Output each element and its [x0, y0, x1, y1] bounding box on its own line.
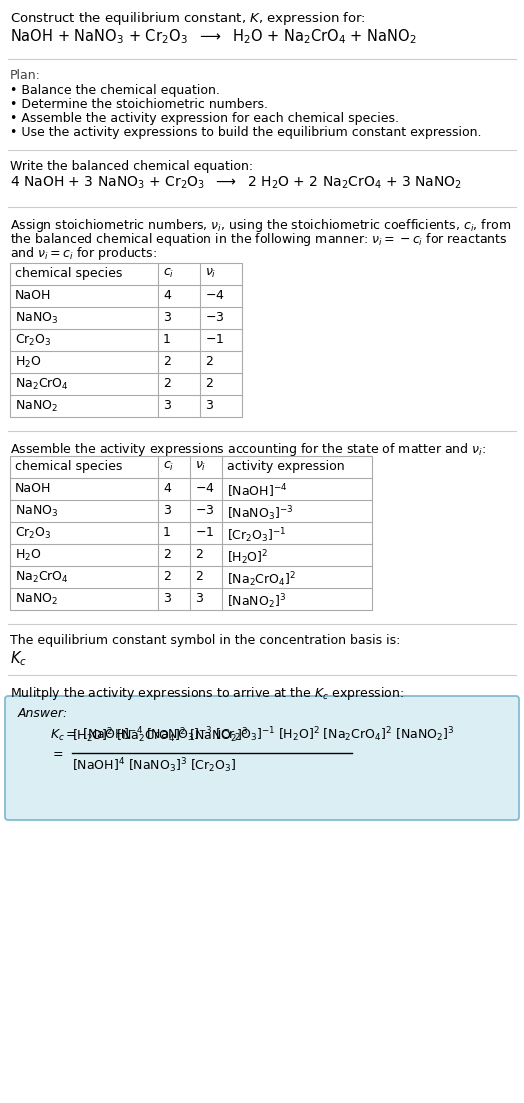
Text: [NaNO$_2$]$^3$: [NaNO$_2$]$^3$ — [227, 592, 286, 611]
Text: 3: 3 — [163, 399, 171, 413]
Text: $K_c$: $K_c$ — [10, 649, 27, 667]
Bar — [10, 263, 242, 417]
Text: Na$_2$CrO$_4$: Na$_2$CrO$_4$ — [15, 377, 69, 392]
Text: $-4$: $-4$ — [205, 289, 225, 302]
Text: [H$_2$O]$^2$: [H$_2$O]$^2$ — [227, 548, 268, 567]
Text: Answer:: Answer: — [18, 707, 68, 720]
Text: [NaNO$_3$]$^{-3}$: [NaNO$_3$]$^{-3}$ — [227, 504, 293, 523]
Text: $c_i$: $c_i$ — [163, 460, 174, 473]
Text: NaOH: NaOH — [15, 482, 51, 495]
Text: $K_c = $ [NaOH]$^{-4}$ [NaNO$_3$]$^{-3}$ [Cr$_2$O$_3$]$^{-1}$ [H$_2$O]$^2$ [Na$_: $K_c = $ [NaOH]$^{-4}$ [NaNO$_3$]$^{-3}$… — [50, 725, 454, 743]
Text: H$_2$O: H$_2$O — [15, 355, 41, 371]
Text: Na$_2$CrO$_4$: Na$_2$CrO$_4$ — [15, 570, 69, 585]
Text: [Cr$_2$O$_3$]$^{-1}$: [Cr$_2$O$_3$]$^{-1}$ — [227, 526, 287, 545]
Text: • Assemble the activity expression for each chemical species.: • Assemble the activity expression for e… — [10, 113, 399, 125]
Text: 3: 3 — [205, 399, 213, 413]
Text: • Use the activity expressions to build the equilibrium constant expression.: • Use the activity expressions to build … — [10, 126, 482, 139]
Text: 3: 3 — [163, 592, 171, 606]
Text: Cr$_2$O$_3$: Cr$_2$O$_3$ — [15, 333, 52, 349]
Text: Assign stoichiometric numbers, $\nu_i$, using the stoichiometric coefficients, $: Assign stoichiometric numbers, $\nu_i$, … — [10, 217, 511, 234]
Text: • Determine the stoichiometric numbers.: • Determine the stoichiometric numbers. — [10, 98, 268, 111]
Text: 2: 2 — [163, 548, 171, 561]
Text: 2: 2 — [163, 355, 171, 368]
Text: 1: 1 — [163, 526, 171, 539]
Text: chemical species: chemical species — [15, 267, 123, 280]
Text: $\nu_i$: $\nu_i$ — [195, 460, 206, 473]
Text: chemical species: chemical species — [15, 460, 123, 473]
Text: Write the balanced chemical equation:: Write the balanced chemical equation: — [10, 160, 253, 173]
Text: Mulitply the activity expressions to arrive at the $K_c$ expression:: Mulitply the activity expressions to arr… — [10, 685, 405, 702]
Text: Construct the equilibrium constant, $K$, expression for:: Construct the equilibrium constant, $K$,… — [10, 10, 366, 26]
Text: [H$_2$O]$^2$ [Na$_2$CrO$_4$]$^2$ [NaNO$_2$]$^3$: [H$_2$O]$^2$ [Na$_2$CrO$_4$]$^2$ [NaNO$_… — [72, 726, 248, 745]
Text: 2: 2 — [195, 570, 203, 583]
Text: and $\nu_i = c_i$ for products:: and $\nu_i = c_i$ for products: — [10, 245, 157, 263]
Text: NaNO$_2$: NaNO$_2$ — [15, 399, 58, 414]
FancyBboxPatch shape — [5, 696, 519, 820]
Text: $\nu_i$: $\nu_i$ — [205, 267, 216, 280]
Text: 2: 2 — [163, 377, 171, 390]
Text: $-3$: $-3$ — [195, 504, 214, 517]
Text: 2: 2 — [163, 570, 171, 583]
Text: $-1$: $-1$ — [205, 333, 224, 346]
Text: $-3$: $-3$ — [205, 311, 224, 324]
Text: [Na$_2$CrO$_4$]$^2$: [Na$_2$CrO$_4$]$^2$ — [227, 570, 296, 589]
Text: [NaOH]$^4$ [NaNO$_3$]$^3$ [Cr$_2$O$_3$]: [NaOH]$^4$ [NaNO$_3$]$^3$ [Cr$_2$O$_3$] — [72, 756, 236, 774]
Text: NaNO$_2$: NaNO$_2$ — [15, 592, 58, 607]
Text: 4: 4 — [163, 482, 171, 495]
Text: H$_2$O: H$_2$O — [15, 548, 41, 564]
Text: • Balance the chemical equation.: • Balance the chemical equation. — [10, 84, 220, 97]
Text: Assemble the activity expressions accounting for the state of matter and $\nu_i$: Assemble the activity expressions accoun… — [10, 441, 486, 458]
Text: 3: 3 — [163, 504, 171, 517]
Text: NaOH: NaOH — [15, 289, 51, 302]
Text: $-4$: $-4$ — [195, 482, 215, 495]
Bar — [10, 456, 372, 610]
Text: activity expression: activity expression — [227, 460, 345, 473]
Text: 1: 1 — [163, 333, 171, 346]
Text: $= $: $= $ — [50, 747, 64, 760]
Text: $c_i$: $c_i$ — [163, 267, 174, 280]
Text: 3: 3 — [163, 311, 171, 324]
Text: [NaOH]$^{-4}$: [NaOH]$^{-4}$ — [227, 482, 288, 500]
Text: 2: 2 — [205, 377, 213, 390]
Text: 4: 4 — [163, 289, 171, 302]
Text: The equilibrium constant symbol in the concentration basis is:: The equilibrium constant symbol in the c… — [10, 634, 400, 647]
Text: 4 NaOH + 3 NaNO$_3$ + Cr$_2$O$_3$  $\longrightarrow$  2 H$_2$O + 2 Na$_2$CrO$_4$: 4 NaOH + 3 NaNO$_3$ + Cr$_2$O$_3$ $\long… — [10, 175, 462, 192]
Text: 2: 2 — [205, 355, 213, 368]
Text: NaNO$_3$: NaNO$_3$ — [15, 311, 58, 326]
Text: 2: 2 — [195, 548, 203, 561]
Text: NaOH + NaNO$_3$ + Cr$_2$O$_3$  $\longrightarrow$  H$_2$O + Na$_2$CrO$_4$ + NaNO$: NaOH + NaNO$_3$ + Cr$_2$O$_3$ $\longrigh… — [10, 26, 417, 45]
Text: Cr$_2$O$_3$: Cr$_2$O$_3$ — [15, 526, 52, 542]
Text: Plan:: Plan: — [10, 69, 41, 82]
Text: the balanced chemical equation in the following manner: $\nu_i = -c_i$ for react: the balanced chemical equation in the fo… — [10, 231, 507, 248]
Text: $-1$: $-1$ — [195, 526, 214, 539]
Text: NaNO$_3$: NaNO$_3$ — [15, 504, 58, 520]
Text: 3: 3 — [195, 592, 203, 606]
